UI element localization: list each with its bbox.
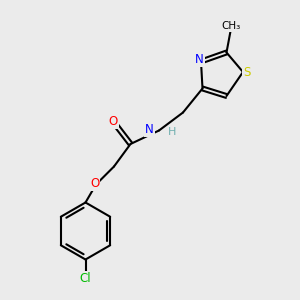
Text: H: H: [167, 127, 176, 137]
Text: O: O: [90, 177, 99, 190]
Text: S: S: [243, 65, 250, 79]
Text: O: O: [109, 115, 118, 128]
Text: N: N: [195, 52, 204, 66]
Text: Cl: Cl: [80, 272, 91, 285]
Text: N: N: [145, 123, 154, 136]
Text: CH₃: CH₃: [221, 21, 241, 31]
